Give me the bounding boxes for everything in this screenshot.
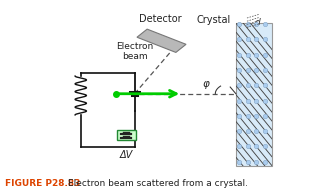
Bar bbox=[236, 23, 272, 166]
Polygon shape bbox=[137, 29, 186, 52]
Text: Electron
beam: Electron beam bbox=[116, 42, 153, 61]
Text: φ: φ bbox=[203, 79, 210, 89]
Text: FIGURE P28.83: FIGURE P28.83 bbox=[5, 179, 80, 188]
Text: Detector: Detector bbox=[139, 14, 181, 24]
Text: Crystal: Crystal bbox=[197, 16, 231, 25]
Text: Electron beam scattered from a crystal.: Electron beam scattered from a crystal. bbox=[68, 179, 248, 188]
Text: d: d bbox=[255, 18, 261, 27]
Text: ΔV: ΔV bbox=[120, 150, 133, 160]
Bar bbox=[117, 130, 136, 140]
